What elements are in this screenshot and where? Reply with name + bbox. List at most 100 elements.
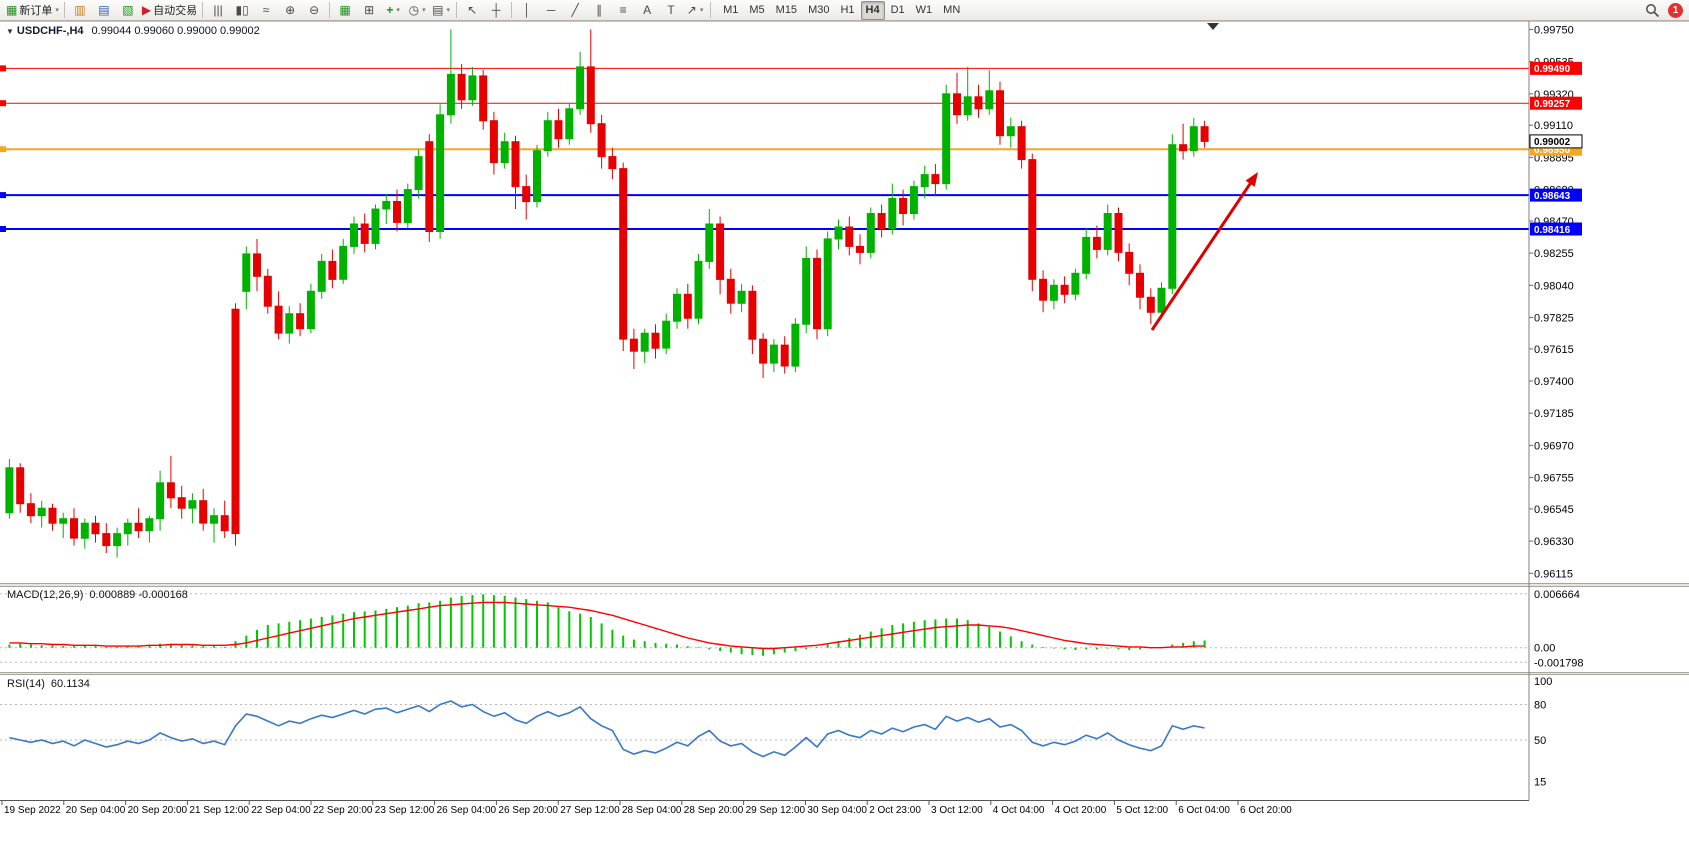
macd-histogram: [8, 594, 1206, 656]
data-window-button[interactable]: ▤: [92, 1, 116, 19]
svg-text:0.97825: 0.97825: [1534, 313, 1574, 325]
fibonacci-icon: ≡: [619, 3, 627, 17]
svg-text:0.96970: 0.96970: [1534, 440, 1574, 452]
timeframe-h1-button[interactable]: H1: [840, 4, 855, 16]
periods-button[interactable]: ◷ ▾: [405, 1, 429, 19]
search-icon[interactable]: [1645, 3, 1660, 18]
crosshair-icon: ┼: [491, 3, 501, 17]
new-order-label: 新订单: [19, 5, 53, 17]
channel-tool-button[interactable]: ∥: [587, 1, 611, 19]
toolbar: ▦ 新订单 ▾ ▥ ▤ ▧ ▶ 自动交易 ||| ▮▯ ≈ ⊕ ⊖ ▦ ⊞ + ▾…: [0, 0, 1689, 21]
text-icon: A: [643, 3, 652, 17]
templates-button[interactable]: ▤ ▾: [429, 1, 453, 19]
timeframe-m5-button[interactable]: M5: [749, 4, 765, 16]
svg-text:26 Sep 20:00: 26 Sep 20:00: [498, 805, 558, 816]
navigator-icon: ▧: [122, 3, 134, 17]
svg-text:4 Oct 04:00: 4 Oct 04:00: [993, 805, 1045, 816]
crosshair-tool-button[interactable]: ┼: [484, 1, 508, 19]
text-label-icon: T: [667, 3, 675, 17]
svg-text:0.006664: 0.006664: [1534, 589, 1580, 601]
horizontal-line-tool-button[interactable]: ─: [539, 1, 563, 19]
toolbar-separator: [329, 2, 331, 18]
bar-chart-icon: |||: [213, 3, 223, 17]
templates-icon: ▤: [432, 3, 444, 17]
svg-text:30 Sep 04:00: 30 Sep 04:00: [807, 805, 867, 816]
current-price-tag: 0.99002: [1529, 134, 1583, 149]
zoom-out-button[interactable]: ⊖: [302, 1, 326, 19]
timeframe-h4-button[interactable]: H4: [860, 0, 885, 20]
rsi-title: RSI(14): [7, 678, 45, 690]
rsi-indicator-label: RSI(14) 60.1134: [7, 678, 90, 690]
bar-chart-type-button[interactable]: |||: [206, 1, 230, 19]
auto-trading-button[interactable]: ▶ 自动交易: [140, 1, 199, 19]
arrows-tool-button[interactable]: ↗ ▾: [683, 1, 707, 19]
toolbar-separator: [202, 2, 204, 18]
svg-text:0.96755: 0.96755: [1534, 473, 1574, 485]
svg-text:100: 100: [1534, 676, 1552, 688]
macd-signal-value: -0.000168: [138, 589, 188, 601]
cursor-tool-button[interactable]: ↖: [460, 1, 484, 19]
channel-icon: ∥: [596, 3, 603, 17]
svg-text:-0.001798: -0.001798: [1534, 657, 1584, 669]
cursor-icon: ↖: [467, 3, 478, 17]
tile-windows-icon: ▦: [339, 3, 351, 17]
svg-text:6 Oct 20:00: 6 Oct 20:00: [1240, 805, 1292, 816]
timeframe-m15-button[interactable]: M15: [775, 4, 798, 16]
svg-text:0.99257: 0.99257: [1534, 99, 1571, 110]
svg-text:15: 15: [1534, 776, 1546, 788]
auto-arrange-button[interactable]: ⊞: [357, 1, 381, 19]
clock-icon: ◷: [408, 3, 420, 17]
svg-text:0.00: 0.00: [1534, 643, 1555, 655]
new-order-button[interactable]: ▦ 新订单 ▾: [4, 1, 61, 19]
svg-text:0.97400: 0.97400: [1534, 376, 1574, 388]
zoom-in-button[interactable]: ⊕: [278, 1, 302, 19]
timeframe-m1-button[interactable]: M1: [723, 4, 739, 16]
symbol-period-label: USDCHF-,H4: [16, 25, 84, 37]
timeframe-w1-button[interactable]: W1: [915, 4, 933, 16]
tile-windows-button[interactable]: ▦: [333, 1, 357, 19]
notification-badge[interactable]: 1: [1668, 2, 1683, 18]
macd-main-value: 0.000889: [89, 589, 136, 601]
new-order-icon: ▦: [6, 3, 18, 17]
timeframe-m30-button[interactable]: M30: [808, 4, 830, 16]
svg-text:0.98040: 0.98040: [1534, 280, 1574, 292]
svg-text:80: 80: [1534, 700, 1546, 712]
svg-text:20 Sep 20:00: 20 Sep 20:00: [128, 805, 188, 816]
timeframe-d1-button[interactable]: D1: [890, 4, 905, 16]
svg-text:5 Oct 12:00: 5 Oct 12:00: [1116, 805, 1168, 816]
indicators-button[interactable]: + ▾: [381, 1, 405, 19]
indicators-plus-icon: +: [386, 3, 394, 17]
svg-text:0.98950: 0.98950: [1534, 145, 1571, 156]
candle-chart-type-button[interactable]: ▮▯: [230, 1, 254, 19]
fibonacci-tool-button[interactable]: ≡: [611, 1, 635, 19]
vertical-line-icon: │: [523, 3, 531, 17]
svg-text:50: 50: [1534, 735, 1546, 747]
svg-text:21 Sep 12:00: 21 Sep 12:00: [189, 805, 249, 816]
svg-text:6 Oct 04:00: 6 Oct 04:00: [1178, 805, 1230, 816]
auto-trading-label: 自动交易: [153, 5, 198, 17]
timeframe-buttons: M1 M5 M15 M30 H1 H4 D1 W1 MN: [718, 0, 965, 20]
svg-text:0.98255: 0.98255: [1534, 248, 1574, 260]
timeframe-mn-button[interactable]: MN: [943, 4, 961, 16]
chevron-down-icon: ▾: [446, 7, 451, 14]
rsi-line: [9, 700, 1205, 758]
market-watch-button[interactable]: ▥: [68, 1, 92, 19]
svg-text:28 Sep 04:00: 28 Sep 04:00: [622, 805, 682, 816]
trendline-tool-button[interactable]: ╱: [563, 1, 587, 19]
svg-text:0.99750: 0.99750: [1534, 25, 1574, 37]
label-tool-button[interactable]: T: [659, 1, 683, 19]
rsi-value: 60.1134: [50, 678, 90, 690]
svg-text:4 Oct 20:00: 4 Oct 20:00: [1055, 805, 1107, 816]
text-tool-button[interactable]: A: [635, 1, 659, 19]
vertical-line-tool-button[interactable]: │: [515, 1, 539, 19]
macd-indicator-label: MACD(12,26,9) 0.000889 -0.000168: [7, 589, 188, 601]
svg-text:28 Sep 20:00: 28 Sep 20:00: [684, 805, 744, 816]
line-chart-icon: ≈: [262, 3, 270, 17]
toolbar-separator: [710, 2, 712, 18]
svg-text:26 Sep 04:00: 26 Sep 04:00: [437, 805, 497, 816]
navigator-button[interactable]: ▧: [116, 1, 140, 19]
trendline-icon: ╱: [571, 3, 579, 17]
line-chart-type-button[interactable]: ≈: [254, 1, 278, 19]
svg-text:19 Sep 2022: 19 Sep 2022: [4, 805, 61, 816]
